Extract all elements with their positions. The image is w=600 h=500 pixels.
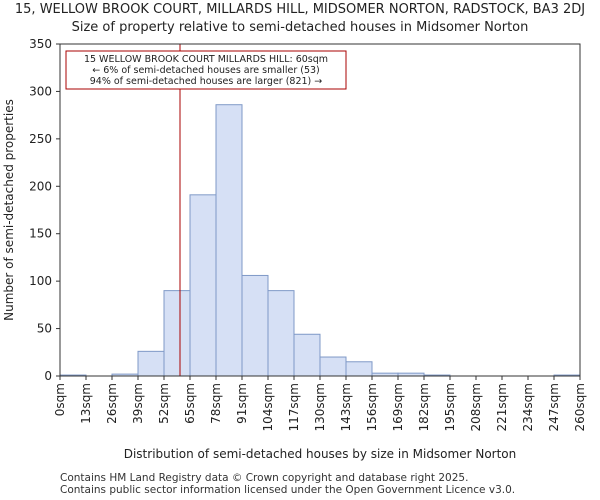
annotation-line-3: 94% of semi-detached houses are larger (…: [90, 76, 323, 87]
x-tick-label: 104sqm: [261, 383, 275, 431]
x-tick-label: 247sqm: [547, 383, 561, 431]
histogram-bar: [267, 290, 295, 377]
chart-title: 15, WELLOW BROOK COURT, MILLARDS HILL, M…: [14, 2, 586, 17]
histogram-bar: [241, 274, 269, 377]
chart-subtitle: Size of property relative to semi-detach…: [71, 20, 529, 35]
x-tick-label: 234sqm: [521, 383, 535, 431]
y-tick-label: 300: [29, 84, 52, 98]
x-axis: 0sqm 13sqm 26sqm 39sqm 52sqm 65sqm 78sqm 91sqm 1…: [53, 376, 587, 431]
histogram-bar: [319, 356, 347, 377]
histogram-bar: [137, 350, 165, 377]
x-tick-label: 208sqm: [469, 383, 483, 431]
x-tick-label: 195sqm: [443, 383, 457, 431]
x-tick-label: 65sqm: [183, 383, 197, 424]
x-tick-label: 39sqm: [131, 383, 145, 424]
histogram-bar: [293, 333, 321, 377]
plot-frame: [59, 43, 581, 377]
footer-line-1: Contains HM Land Registry data © Crown c…: [60, 472, 469, 484]
x-tick-label: 260sqm: [573, 383, 587, 431]
x-tick-label: 182sqm: [417, 383, 431, 431]
x-tick-label: 0sqm: [53, 383, 67, 416]
histogram-bar: [163, 290, 191, 377]
y-axis-label: Number of semi-detached properties: [2, 99, 16, 321]
annotation-line-2: ← 6% of semi-detached houses are smaller…: [92, 65, 320, 76]
y-tick-label: 150: [29, 227, 52, 241]
bars-group: [59, 104, 581, 377]
footer-line-2: Contains public sector information licen…: [60, 484, 516, 496]
annotation-box: 15 WELLOW BROOK COURT MILLARDS HILL: 60s…: [65, 50, 347, 90]
y-tick-label: 50: [37, 322, 52, 336]
y-tick-label: 0: [44, 369, 52, 383]
x-tick-label: 78sqm: [209, 383, 223, 424]
annotation-line-1: 15 WELLOW BROOK COURT MILLARDS HILL: 60s…: [84, 54, 328, 65]
y-tick-label: 100: [29, 274, 52, 288]
y-tick-label: 200: [29, 179, 52, 193]
x-tick-label: 221sqm: [495, 383, 509, 431]
histogram-bar: [189, 194, 217, 377]
x-tick-label: 130sqm: [313, 383, 327, 431]
histogram-bar: [345, 361, 373, 377]
x-axis-label: Distribution of semi-detached houses by …: [124, 447, 517, 461]
x-tick-label: 143sqm: [339, 383, 353, 431]
x-tick-label: 13sqm: [79, 383, 93, 424]
y-tick-label: 350: [29, 37, 52, 51]
x-tick-label: 52sqm: [157, 383, 171, 424]
x-tick-label: 169sqm: [391, 383, 405, 431]
x-tick-label: 156sqm: [365, 383, 379, 431]
x-tick-label: 26sqm: [105, 383, 119, 424]
y-tick-label: 250: [29, 132, 52, 146]
x-tick-label: 91sqm: [235, 383, 249, 424]
y-axis: 0 50 100 150 200 250 300 350: [29, 37, 60, 383]
histogram-bar: [215, 104, 243, 377]
x-tick-label: 117sqm: [287, 383, 301, 431]
annotation-border: [65, 50, 347, 90]
